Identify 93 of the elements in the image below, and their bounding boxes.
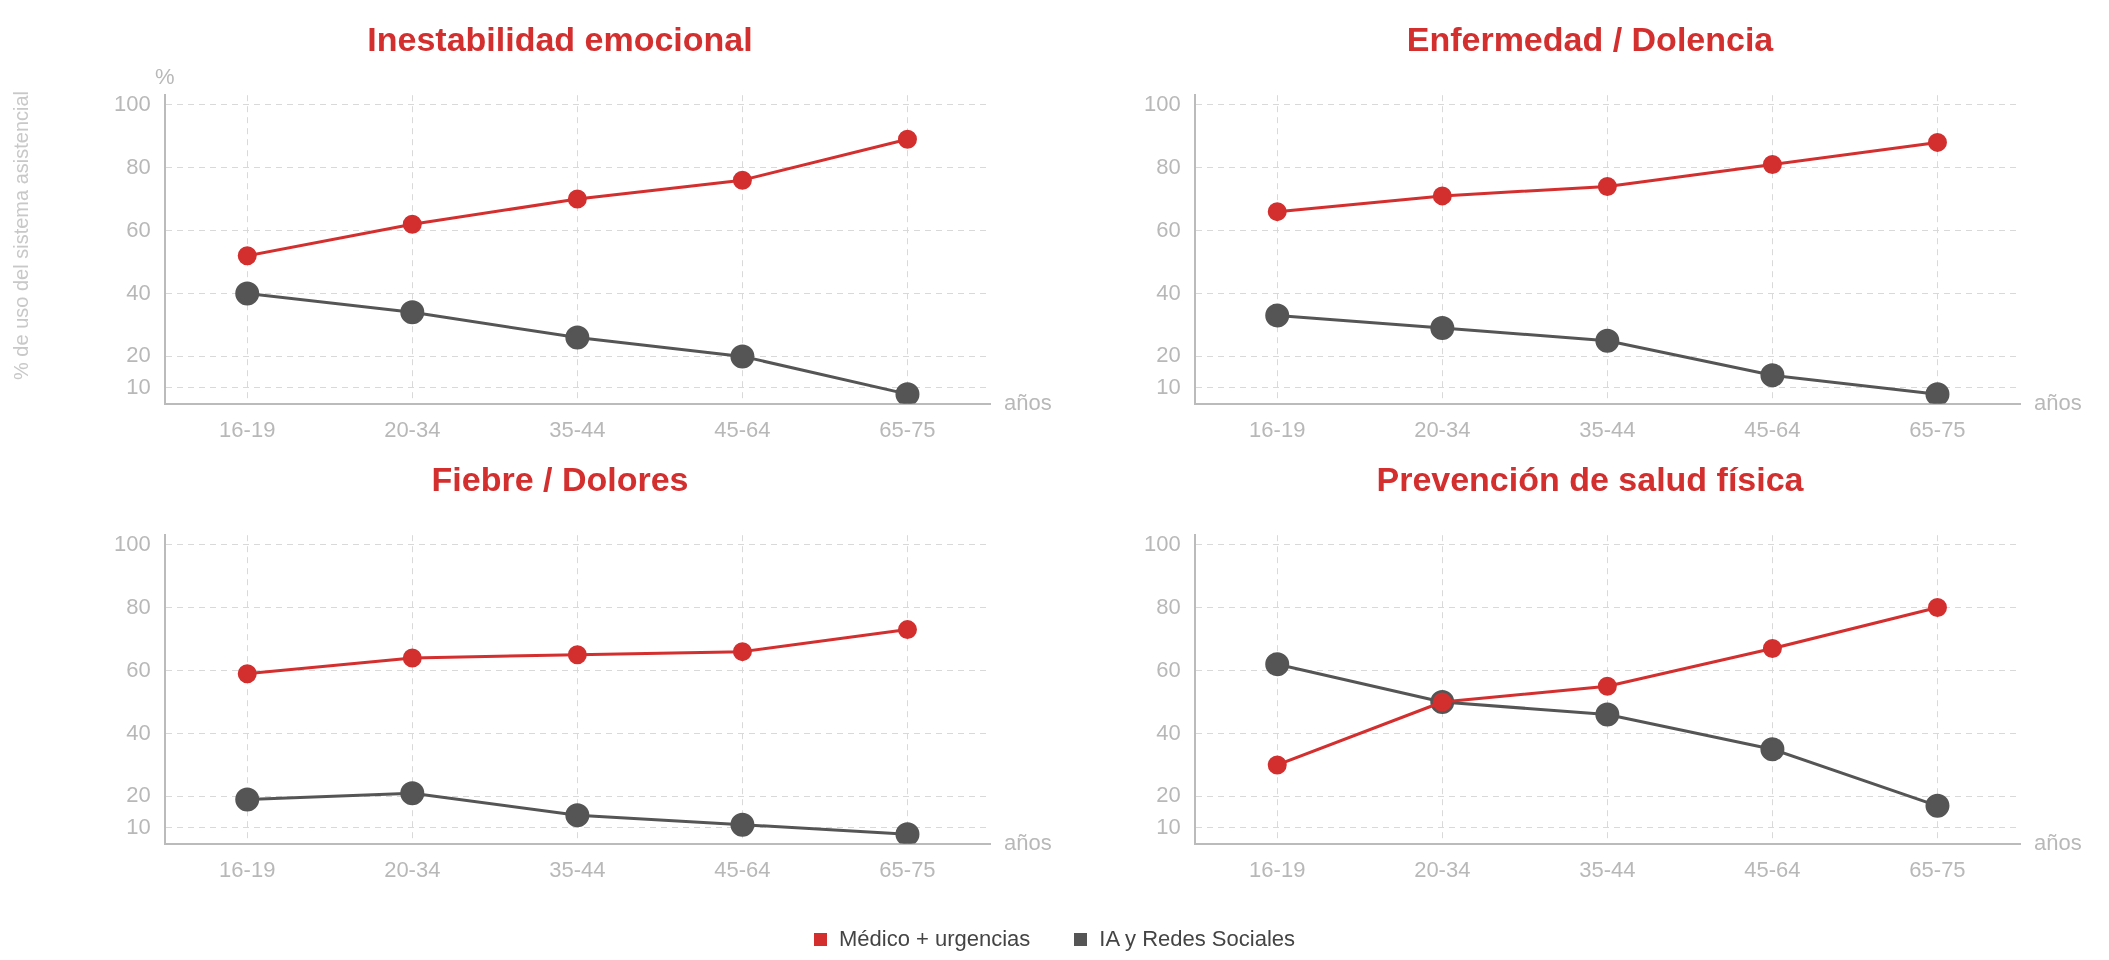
- x-tick-label: 20-34: [384, 856, 441, 882]
- point: [1760, 363, 1785, 388]
- y-tick-label: 60: [1156, 216, 1181, 242]
- y-tick-label: 20: [126, 782, 151, 808]
- point: [565, 803, 590, 828]
- point: [1265, 652, 1290, 677]
- point: [897, 620, 917, 640]
- point: [1762, 638, 1782, 658]
- x-axis-title: años: [1004, 829, 1052, 855]
- y-tick-label: 40: [1156, 279, 1181, 305]
- y-tick-label: 20: [126, 342, 151, 368]
- x-tick-label: 16-19: [219, 416, 276, 442]
- chart-title: Inestabilidad emocional: [366, 20, 754, 59]
- x-tick-label: 45-64: [1744, 856, 1801, 882]
- x-tick-label: 35-44: [549, 856, 606, 882]
- y-tick-label: 100: [113, 90, 151, 116]
- x-tick-label: 16-19: [1249, 856, 1306, 882]
- point: [732, 170, 752, 190]
- x-tick-label: 45-64: [1744, 416, 1801, 442]
- point: [400, 781, 425, 806]
- chart-title: Prevención de salud física: [1375, 460, 1805, 499]
- y-tick-label: 40: [1156, 719, 1181, 745]
- y-tick-label: 80: [1156, 153, 1181, 179]
- chart-title: Fiebre / Dolores: [430, 460, 690, 499]
- point: [1927, 598, 1947, 618]
- point: [895, 822, 920, 844]
- x-tick-label: 20-34: [384, 416, 441, 442]
- point: [1925, 793, 1950, 818]
- x-tick-label: 16-19: [219, 856, 276, 882]
- point: [1267, 202, 1287, 222]
- point: [1597, 676, 1617, 696]
- point: [897, 129, 917, 149]
- point: [730, 344, 755, 369]
- x-tick-label: 65-75: [1909, 416, 1966, 442]
- x-axis-title: años: [2034, 829, 2082, 855]
- y-tick-label: 20: [1156, 782, 1181, 808]
- y-tick-label: 60: [126, 656, 151, 682]
- x-tick-label: 65-75: [879, 416, 936, 442]
- y-tick-label: 40: [126, 719, 151, 745]
- point: [895, 382, 920, 404]
- x-tick-label: 20-34: [1414, 856, 1471, 882]
- point: [1925, 382, 1950, 404]
- point: [1432, 186, 1452, 206]
- point: [402, 648, 422, 668]
- legend-label: Médico + urgencias: [837, 926, 1031, 951]
- point: [1760, 737, 1785, 762]
- point: [235, 787, 260, 812]
- x-tick-label: 45-64: [714, 856, 771, 882]
- y-tick-label: 80: [1156, 593, 1181, 619]
- y-tick-label: 100: [1143, 530, 1181, 556]
- point: [1595, 702, 1620, 727]
- point: [1597, 176, 1617, 196]
- point: [565, 325, 590, 350]
- point: [1265, 303, 1290, 328]
- point: [730, 812, 755, 837]
- point: [567, 189, 587, 209]
- point: [237, 664, 257, 684]
- x-tick-label: 65-75: [879, 856, 936, 882]
- y-tick-label: 10: [1156, 813, 1181, 839]
- point: [235, 281, 260, 306]
- y-tick-label: 10: [1156, 373, 1181, 399]
- x-tick-label: 16-19: [1249, 416, 1306, 442]
- x-axis-title: años: [1004, 389, 1052, 415]
- point: [400, 300, 425, 325]
- x-tick-label: 35-44: [1579, 856, 1636, 882]
- point: [1430, 316, 1455, 341]
- point: [237, 246, 257, 266]
- x-tick-label: 65-75: [1909, 856, 1966, 882]
- x-tick-label: 45-64: [714, 416, 771, 442]
- y-tick-label: 10: [126, 813, 151, 839]
- y-tick-label: 100: [113, 530, 151, 556]
- y-tick-label: 60: [1156, 656, 1181, 682]
- y-tick-label: 60: [126, 216, 151, 242]
- y-tick-label: 80: [126, 153, 151, 179]
- y-tick-label: 20: [1156, 342, 1181, 368]
- y-tick-label: 80: [126, 593, 151, 619]
- point: [402, 214, 422, 234]
- x-tick-label: 35-44: [549, 416, 606, 442]
- point: [1762, 154, 1782, 174]
- point: [567, 645, 587, 665]
- point: [732, 642, 752, 662]
- point: [1927, 132, 1947, 152]
- x-axis-title: años: [2034, 389, 2082, 415]
- text: %: [154, 64, 175, 90]
- point: [1267, 755, 1287, 775]
- x-tick-label: 20-34: [1414, 416, 1471, 442]
- chart-title: Enfermedad / Dolencia: [1405, 20, 1775, 59]
- point: [1595, 328, 1620, 353]
- y-tick-label: 40: [126, 279, 151, 305]
- legend-label: IA y Redes Sociales: [1098, 926, 1296, 951]
- y-tick-label: 100: [1143, 90, 1181, 116]
- y-tick-label: 10: [126, 373, 151, 399]
- x-tick-label: 35-44: [1579, 416, 1636, 442]
